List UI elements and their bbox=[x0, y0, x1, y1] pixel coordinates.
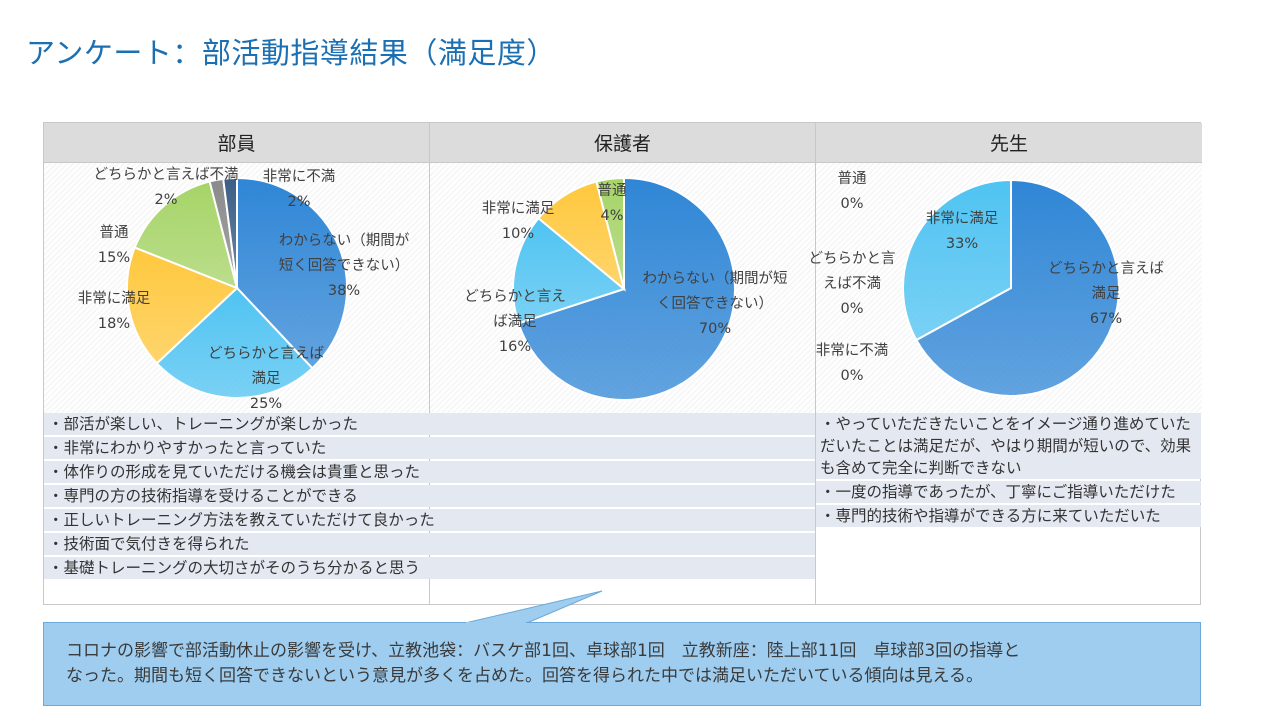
summary-line: コロナの影響で部活動休止の影響を受け、立教池袋：バスケ部1回、卓球部1回 立教新… bbox=[66, 641, 1021, 661]
pie-slice bbox=[517, 176, 736, 401]
comment-item: ・一度の指導であったが、丁寧にご指導いただけた bbox=[816, 481, 1201, 503]
column-members: 部員 わからない（期間が短く回答できない） 38% どちらかと言えば満足 25% 非常に… bbox=[44, 123, 430, 604]
slice-label: 非常に不満 0% bbox=[816, 342, 889, 384]
slice-label: どちらかと言えば満足 67% bbox=[1048, 260, 1164, 327]
slice-label: どちらかと言えば不満 0% bbox=[809, 250, 896, 317]
slice-label: 非常に満足 10% bbox=[482, 200, 555, 242]
comment-item: ・技術面で気付きを得られた bbox=[44, 533, 815, 555]
slice-label: わからない（期間が短く回答できない） 38% bbox=[279, 232, 410, 299]
survey-grid: 部員 わからない（期間が短く回答できない） 38% どちらかと言えば満足 25% 非常に… bbox=[43, 122, 1202, 605]
slice-label: どちらかと言えば不満 2% bbox=[94, 166, 239, 208]
comment-item: ・専門的技術や指導ができる方に来ていただいた bbox=[816, 505, 1201, 527]
column-header: 先生 bbox=[816, 123, 1202, 163]
column-teachers: 先生 どちらかと言えば満足 67% 非常に満足 33% 非常に不満 0% どちらかと言えば不… bbox=[809, 123, 1202, 604]
pie-chart-parents: わからない（期間が短く回答できない） 70% どちらかと言えば満足 16% 非常に満足 1… bbox=[464, 176, 788, 401]
chart-area: わからない（期間が短く回答できない） 70% どちらかと言えば満足 16% 非常に満足 1… bbox=[430, 163, 815, 413]
comment-item: ・正しいトレーニング方法を教えていただけて良かった bbox=[44, 509, 815, 531]
pie-slice bbox=[914, 178, 1120, 397]
slice-label: 普通 4% bbox=[598, 182, 627, 224]
slice-label: 非常に満足 18% bbox=[78, 290, 151, 332]
slice-label: 普通 15% bbox=[98, 224, 130, 266]
pie-slice bbox=[126, 246, 239, 365]
slice-label: 普通 0% bbox=[838, 170, 867, 212]
column-parents: 保護者 わからない（期間が短く回答できない） 70% どちらかと言えば満足 16% 非常… bbox=[430, 123, 816, 604]
comments-left: ・部活が楽しい、トレーニングが楽しかった ・非常にわかりやすかったと言っていた … bbox=[44, 413, 815, 581]
pie-slice bbox=[595, 176, 625, 290]
chart-area: どちらかと言えば満足 67% 非常に満足 33% 非常に不満 0% どちらかと言えば不満 0%… bbox=[809, 163, 1202, 413]
comment-item: ・体作りの形成を見ていただける機会は貴重と思った bbox=[44, 461, 815, 483]
comment-item: ・専門の方の技術指導を受けることができる bbox=[44, 485, 815, 507]
summary-line: なった。期間も短く回答できないという意見が多くを占めた。回答を得られた中では満足… bbox=[66, 666, 983, 686]
comment-item: ・非常にわかりやすかったと言っていた bbox=[44, 437, 815, 459]
slice-label: 非常に不満 2% bbox=[263, 168, 336, 210]
pie-slice bbox=[236, 176, 348, 370]
pie-chart-teachers: どちらかと言えば満足 67% 非常に満足 33% 非常に不満 0% どちらかと言えば不満 0%… bbox=[809, 170, 1164, 397]
pie-slice bbox=[902, 178, 1012, 342]
page-title: アンケート：部活動指導結果（満足度） bbox=[26, 36, 556, 70]
comment-item: ・やっていただきたいことをイメージ通り進めていただいたことは満足だが、やはり期間… bbox=[816, 413, 1201, 479]
pie-slice bbox=[222, 176, 238, 289]
pie-slice bbox=[155, 286, 314, 399]
comments-right: ・やっていただきたいことをイメージ通り進めていただいたことは満足だが、やはり期間… bbox=[816, 413, 1201, 529]
slice-label: どちらかと言えば満足 25% bbox=[208, 345, 324, 412]
column-header: 部員 bbox=[44, 123, 429, 163]
pie-slice bbox=[512, 216, 627, 325]
pie-slice bbox=[133, 180, 239, 290]
slice-label: どちらかと言えば満足 16% bbox=[464, 288, 566, 355]
summary-callout: コロナの影響で部活動休止の影響を受け、立教池袋：バスケ部1回、卓球部1回 立教新… bbox=[43, 622, 1201, 706]
comment-item: ・基礎トレーニングの大切さがそのうち分かると思う bbox=[44, 557, 815, 579]
slice-label: わからない（期間が短く回答できない） 70% bbox=[643, 270, 788, 337]
slice-label: 非常に満足 33% bbox=[926, 210, 999, 252]
column-header: 保護者 bbox=[430, 123, 815, 163]
chart-area: わからない（期間が短く回答できない） 38% どちらかと言えば満足 25% 非常に満足 1… bbox=[44, 163, 429, 413]
comment-item: ・部活が楽しい、トレーニングが楽しかった bbox=[44, 413, 815, 435]
pie-chart-members: わからない（期間が短く回答できない） 38% どちらかと言えば満足 25% 非常に満足 1… bbox=[78, 166, 410, 412]
